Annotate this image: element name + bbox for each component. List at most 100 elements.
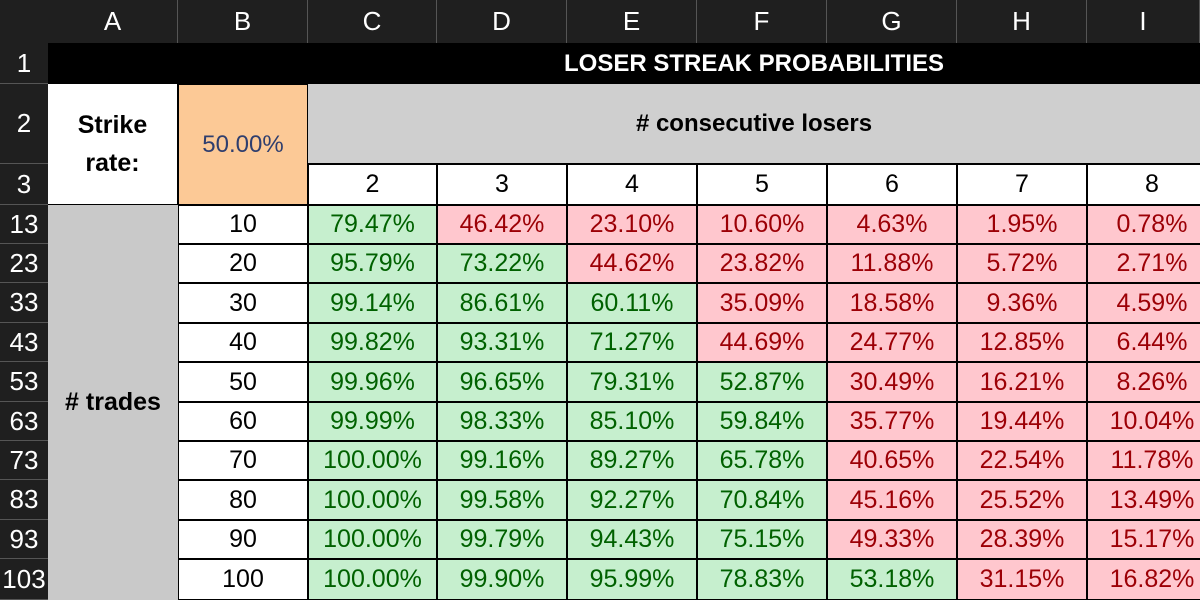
trades-value[interactable]: 40 <box>178 323 308 362</box>
select-all-corner[interactable] <box>0 0 48 43</box>
probability-cell[interactable]: 99.58% <box>437 480 567 520</box>
probability-cell[interactable]: 11.88% <box>827 244 957 283</box>
probability-cell[interactable]: 16.82% <box>1087 559 1200 600</box>
probability-cell[interactable]: 92.27% <box>567 480 697 520</box>
probability-cell[interactable]: 94.43% <box>567 520 697 559</box>
probability-cell[interactable]: 85.10% <box>567 402 697 441</box>
losers-3-header[interactable]: 3 <box>437 164 567 205</box>
probability-cell[interactable]: 99.99% <box>308 402 437 441</box>
losers-2-header[interactable]: 2 <box>308 164 437 205</box>
probability-cell[interactable]: 30.49% <box>827 362 957 402</box>
probability-cell[interactable]: 73.22% <box>437 244 567 283</box>
probability-cell[interactable]: 45.16% <box>827 480 957 520</box>
probability-cell[interactable]: 95.79% <box>308 244 437 283</box>
trades-value[interactable]: 30 <box>178 283 308 323</box>
probability-cell[interactable]: 99.79% <box>437 520 567 559</box>
probability-cell[interactable]: 99.96% <box>308 362 437 402</box>
probability-cell[interactable]: 25.52% <box>957 480 1087 520</box>
probability-cell[interactable]: 53.18% <box>827 559 957 600</box>
trades-value[interactable]: 60 <box>178 402 308 441</box>
probability-cell[interactable]: 4.63% <box>827 205 957 244</box>
trades-value[interactable]: 70 <box>178 441 308 480</box>
losers-4-header[interactable]: 4 <box>567 164 697 205</box>
probability-cell[interactable]: 78.83% <box>697 559 827 600</box>
probability-cell[interactable]: 96.65% <box>437 362 567 402</box>
column-header-d[interactable]: D <box>437 0 567 43</box>
probability-cell[interactable]: 60.11% <box>567 283 697 323</box>
probability-cell[interactable]: 22.54% <box>957 441 1087 480</box>
row-header-93[interactable]: 93 <box>0 520 48 559</box>
probability-cell[interactable]: 24.77% <box>827 323 957 362</box>
column-header-i[interactable]: I <box>1087 0 1200 43</box>
probability-cell[interactable]: 6.44% <box>1087 323 1200 362</box>
probability-cell[interactable]: 100.00% <box>308 559 437 600</box>
column-header-g[interactable]: G <box>827 0 957 43</box>
row-header-43[interactable]: 43 <box>0 323 48 362</box>
probability-cell[interactable]: 44.69% <box>697 323 827 362</box>
row-header-63[interactable]: 63 <box>0 402 48 441</box>
probability-cell[interactable]: 0.78% <box>1087 205 1200 244</box>
probability-cell[interactable]: 95.99% <box>567 559 697 600</box>
losers-6-header[interactable]: 6 <box>827 164 957 205</box>
probability-cell[interactable]: 98.33% <box>437 402 567 441</box>
column-header-e[interactable]: E <box>567 0 697 43</box>
row-header-73[interactable]: 73 <box>0 441 48 480</box>
probability-cell[interactable]: 5.72% <box>957 244 1087 283</box>
probability-cell[interactable]: 99.16% <box>437 441 567 480</box>
probability-cell[interactable]: 99.90% <box>437 559 567 600</box>
probability-cell[interactable]: 10.04% <box>1087 402 1200 441</box>
probability-cell[interactable]: 71.27% <box>567 323 697 362</box>
probability-cell[interactable]: 2.71% <box>1087 244 1200 283</box>
probability-cell[interactable]: 49.33% <box>827 520 957 559</box>
probability-cell[interactable]: 79.31% <box>567 362 697 402</box>
probability-cell[interactable]: 15.17% <box>1087 520 1200 559</box>
probability-cell[interactable]: 31.15% <box>957 559 1087 600</box>
probability-cell[interactable]: 79.47% <box>308 205 437 244</box>
trades-value[interactable]: 20 <box>178 244 308 283</box>
trades-value[interactable]: 50 <box>178 362 308 402</box>
row-header-53[interactable]: 53 <box>0 362 48 402</box>
row-header-1[interactable]: 1 <box>0 43 48 84</box>
losers-8-header[interactable]: 8 <box>1087 164 1200 205</box>
probability-cell[interactable]: 12.85% <box>957 323 1087 362</box>
row-header-23[interactable]: 23 <box>0 244 48 283</box>
probability-cell[interactable]: 11.78% <box>1087 441 1200 480</box>
row-header-2[interactable]: 2 <box>0 84 48 164</box>
probability-cell[interactable]: 35.77% <box>827 402 957 441</box>
column-header-b[interactable]: B <box>178 0 308 43</box>
row-header-33[interactable]: 33 <box>0 283 48 323</box>
probability-cell[interactable]: 93.31% <box>437 323 567 362</box>
title-banner[interactable]: LOSER STREAK PROBABILITIES <box>48 43 1200 84</box>
probability-cell[interactable]: 13.49% <box>1087 480 1200 520</box>
losers-5-header[interactable]: 5 <box>697 164 827 205</box>
probability-cell[interactable]: 100.00% <box>308 520 437 559</box>
probability-cell[interactable]: 8.26% <box>1087 362 1200 402</box>
probability-cell[interactable]: 65.78% <box>697 441 827 480</box>
column-header-h[interactable]: H <box>957 0 1087 43</box>
trades-value[interactable]: 80 <box>178 480 308 520</box>
probability-cell[interactable]: 19.44% <box>957 402 1087 441</box>
probability-cell[interactable]: 99.82% <box>308 323 437 362</box>
probability-cell[interactable]: 18.58% <box>827 283 957 323</box>
column-header-c[interactable]: C <box>308 0 437 43</box>
probability-cell[interactable]: 4.59% <box>1087 283 1200 323</box>
probability-cell[interactable]: 10.60% <box>697 205 827 244</box>
probability-cell[interactable]: 75.15% <box>697 520 827 559</box>
probability-cell[interactable]: 89.27% <box>567 441 697 480</box>
row-header-13[interactable]: 13 <box>0 205 48 244</box>
trades-value[interactable]: 90 <box>178 520 308 559</box>
consecutive-losers-header[interactable]: # consecutive losers <box>308 84 1200 164</box>
strike-rate-label[interactable]: Strike rate: <box>48 84 178 205</box>
probability-cell[interactable]: 100.00% <box>308 441 437 480</box>
probability-cell[interactable]: 59.84% <box>697 402 827 441</box>
probability-cell[interactable]: 52.87% <box>697 362 827 402</box>
probability-cell[interactable]: 1.95% <box>957 205 1087 244</box>
trades-value[interactable]: 100 <box>178 559 308 600</box>
row-header-83[interactable]: 83 <box>0 480 48 520</box>
trades-value[interactable]: 10 <box>178 205 308 244</box>
probability-cell[interactable]: 23.82% <box>697 244 827 283</box>
probability-cell[interactable]: 9.36% <box>957 283 1087 323</box>
probability-cell[interactable]: 86.61% <box>437 283 567 323</box>
trades-label[interactable]: # trades <box>48 205 178 600</box>
probability-cell[interactable]: 100.00% <box>308 480 437 520</box>
